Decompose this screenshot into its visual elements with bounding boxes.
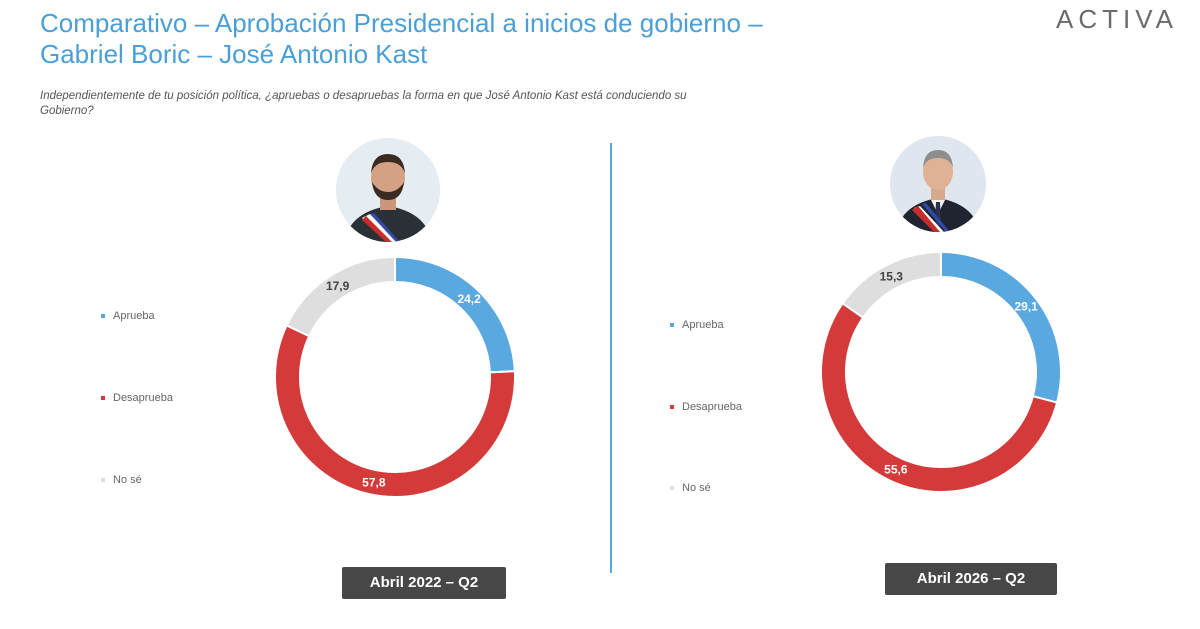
data-label-nose: 15,3: [880, 270, 904, 284]
title-line-2: Gabriel Boric – José Antonio Kast: [40, 39, 428, 69]
slice-nose: [285, 255, 396, 338]
period-badge-2022: Abril 2022 – Q2: [342, 567, 506, 599]
legend-label-aprueba: Aprueba: [113, 310, 155, 322]
donut-chart-2026: 29,1 55,6 15,3: [820, 250, 1062, 493]
data-label-desaprueba: 55,6: [884, 463, 908, 477]
center-divider: [610, 143, 612, 573]
title-line-1: Comparativo – Aprobación Presidencial a …: [40, 8, 763, 38]
survey-question: Independientemente de tu posición políti…: [40, 90, 687, 117]
donut-chart-2022: 24,2 57,8 17,9: [274, 255, 516, 498]
data-label-desaprueba: 57,8: [362, 475, 386, 489]
legend-label-nose: No sé: [113, 474, 142, 486]
data-label-aprueba: 29,1: [1014, 299, 1038, 313]
legend-swatch-nose: [670, 486, 674, 490]
legend-item-aprueba: Aprueba: [670, 319, 724, 331]
legend-item-desaprueba: Desaprueba: [670, 401, 742, 413]
legend-item-aprueba: Aprueba: [101, 310, 155, 322]
legend-item-nose: No sé: [670, 482, 711, 494]
legend-label-desaprueba: Desaprueba: [682, 401, 742, 413]
slice-nose: [841, 250, 942, 320]
slice-desaprueba: [274, 324, 516, 498]
slice-desaprueba: [820, 301, 1059, 493]
legend-item-nose: No sé: [101, 474, 142, 486]
period-badge-2026: Abril 2026 – Q2: [885, 563, 1057, 595]
data-label-nose: 17,9: [326, 279, 350, 293]
page-title: Comparativo – Aprobación Presidencial a …: [40, 8, 960, 70]
legend-label-nose: No sé: [682, 482, 711, 494]
slice-aprueba: [394, 255, 516, 374]
boric-portrait: [336, 138, 440, 242]
legend-label-aprueba: Aprueba: [682, 319, 724, 331]
slice-aprueba: [940, 250, 1062, 404]
legend-swatch-desaprueba: [670, 405, 674, 409]
legend-swatch-nose: [101, 478, 105, 482]
legend-label-desaprueba: Desaprueba: [113, 392, 173, 404]
kast-portrait: [890, 136, 986, 232]
legend-swatch-desaprueba: [101, 396, 105, 400]
data-label-aprueba: 24,2: [457, 292, 481, 306]
activa-logo: ACTIVA: [1056, 4, 1178, 34]
legend-item-desaprueba: Desaprueba: [101, 392, 173, 404]
legend-swatch-aprueba: [101, 314, 105, 318]
legend-swatch-aprueba: [670, 323, 674, 327]
